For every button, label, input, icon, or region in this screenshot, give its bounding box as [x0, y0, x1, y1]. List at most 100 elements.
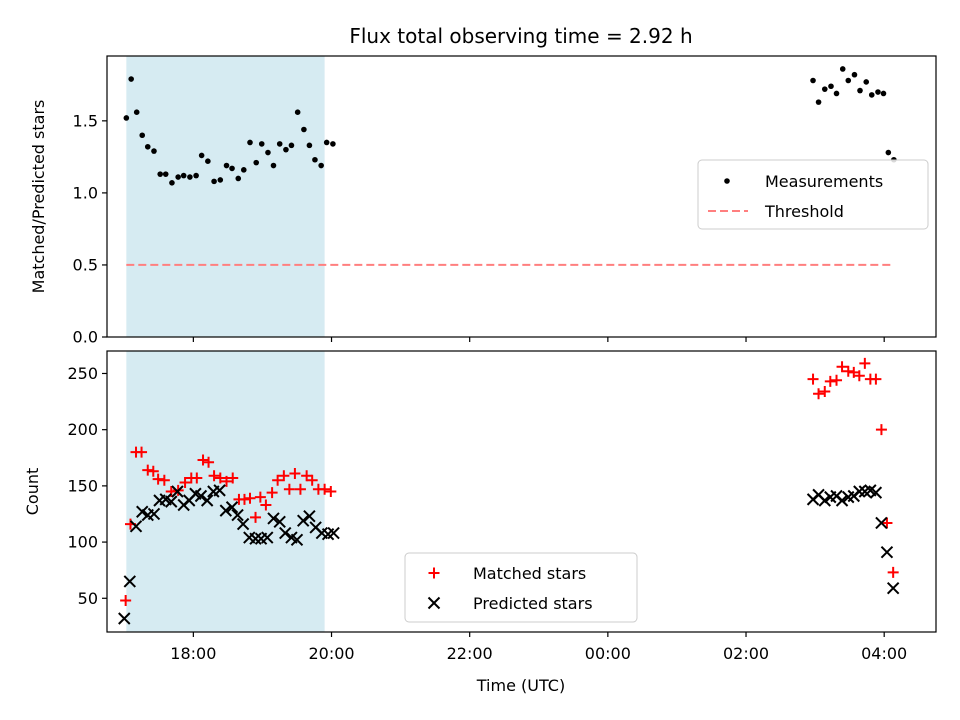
matched-stars-point	[875, 424, 887, 436]
measurements-point	[175, 174, 181, 180]
matched-stars-point	[853, 370, 865, 382]
predicted-stars-point	[171, 485, 184, 498]
predicted-stars-point	[165, 495, 178, 508]
x-tick-label: 00:00	[585, 644, 631, 663]
legend-label: Measurements	[765, 172, 883, 191]
measurements-point	[157, 171, 163, 177]
measurements-point	[123, 115, 130, 121]
measurements-point	[265, 149, 271, 156]
matched-stars-point	[254, 491, 266, 503]
measurements-point	[235, 175, 242, 182]
predicted-stars-point	[818, 494, 831, 507]
predicted-stars-point	[225, 501, 239, 514]
y-tick-label: 50	[78, 589, 98, 608]
predicted-stars-point	[880, 545, 894, 559]
measurements-point	[229, 165, 235, 172]
predicted-stars-point	[261, 531, 274, 544]
measurements-point	[885, 149, 892, 156]
measurements-point	[851, 71, 858, 78]
matched-stars-point	[859, 357, 871, 369]
matched-stars-point	[142, 464, 154, 476]
measurements-point	[253, 159, 260, 166]
matched-stars-point	[158, 474, 170, 486]
legend-label: Matched stars	[473, 564, 586, 583]
measurements-point	[193, 172, 199, 179]
legend-box	[404, 552, 638, 623]
y-axis-label: Count	[23, 468, 42, 516]
matched-stars-point	[120, 595, 132, 607]
matched-stars-point	[179, 477, 191, 489]
x-tick-label: 20:00	[308, 644, 354, 663]
predicted-stars-point	[213, 484, 226, 497]
matched-stars-point	[260, 499, 272, 511]
highlight-span	[126, 56, 325, 337]
matched-stars-point	[836, 361, 848, 373]
measurements-point	[139, 132, 146, 139]
matched-stars-point	[824, 375, 836, 387]
x-tick-label: 04:00	[861, 644, 907, 663]
measurements-point	[187, 174, 193, 180]
matched-stars-point	[227, 472, 239, 484]
matched-stars-point	[214, 472, 226, 484]
counts-panel: 50 100 150 200 250 Count 18:00 20:00 22:00 00:00 0…	[23, 350, 937, 663]
predicted-stars-point	[886, 581, 900, 595]
measurements-point	[133, 109, 140, 115]
predicted-stars-point	[118, 612, 131, 625]
measurements-point	[270, 162, 277, 169]
measurements-point	[833, 90, 840, 97]
highlight-span	[126, 351, 325, 632]
y-tick-label: 0.5	[73, 255, 98, 274]
predicted-stars-point	[249, 532, 262, 545]
matched-stars-point	[306, 474, 318, 486]
measurements-point	[312, 156, 318, 163]
measurements-point	[857, 87, 863, 94]
predicted-stars-point	[279, 526, 292, 540]
matched-stars-point	[152, 473, 164, 485]
y-tick-label: 250	[67, 364, 98, 383]
predicted-stars-point	[290, 533, 304, 547]
legend-marker-measurements	[724, 178, 730, 184]
measurements-point	[205, 158, 211, 164]
measurements-point	[283, 146, 289, 153]
measurements-point	[217, 177, 224, 183]
x-tick-label: 22:00	[447, 644, 493, 663]
matched-stars-point	[203, 456, 215, 468]
matched-stars-point	[147, 465, 159, 477]
measurements-point	[288, 142, 295, 149]
x-tick-label: 02:00	[723, 644, 769, 663]
axes-frame	[106, 55, 937, 338]
measurements-point	[240, 167, 247, 173]
chart-title: Flux total observing time = 2.92 h	[349, 24, 692, 48]
legend-marker-predicted	[427, 596, 441, 610]
y-tick-label: 100	[67, 533, 98, 552]
predicted-stars-point	[136, 505, 149, 518]
matched-stars-point	[221, 475, 233, 487]
predicted-stars-point	[194, 489, 208, 503]
x-axis-label: Time (UTC)	[476, 676, 565, 695]
measurements-point	[821, 86, 828, 92]
measurements-point	[815, 99, 822, 105]
matched-stars-point	[244, 492, 256, 504]
predicted-stars-point	[273, 515, 286, 529]
matched-stars-point	[136, 446, 148, 458]
measurements-point	[128, 76, 134, 82]
matched-stars-point	[807, 373, 819, 385]
measurements-point	[318, 162, 324, 169]
measurements-point	[211, 178, 217, 185]
predicted-stars-point	[327, 526, 340, 540]
measurements-point	[294, 109, 301, 115]
matched-stars-point	[283, 483, 295, 495]
y-tick-label: 0.0	[73, 328, 98, 347]
matched-stars-point	[319, 483, 331, 495]
measurements-point	[151, 148, 157, 154]
predicted-stars-point	[869, 486, 883, 499]
y-tick-label: 200	[67, 420, 98, 439]
measurements-point	[198, 152, 205, 159]
legend-label: Predicted stars	[473, 594, 593, 613]
matched-stars-point	[294, 483, 306, 495]
matched-stars-point	[238, 493, 250, 505]
predicted-stars-point	[267, 512, 280, 525]
legend: Measurements Threshold	[697, 159, 929, 230]
predicted-stars-point	[147, 507, 161, 521]
predicted-stars-point	[835, 494, 849, 507]
